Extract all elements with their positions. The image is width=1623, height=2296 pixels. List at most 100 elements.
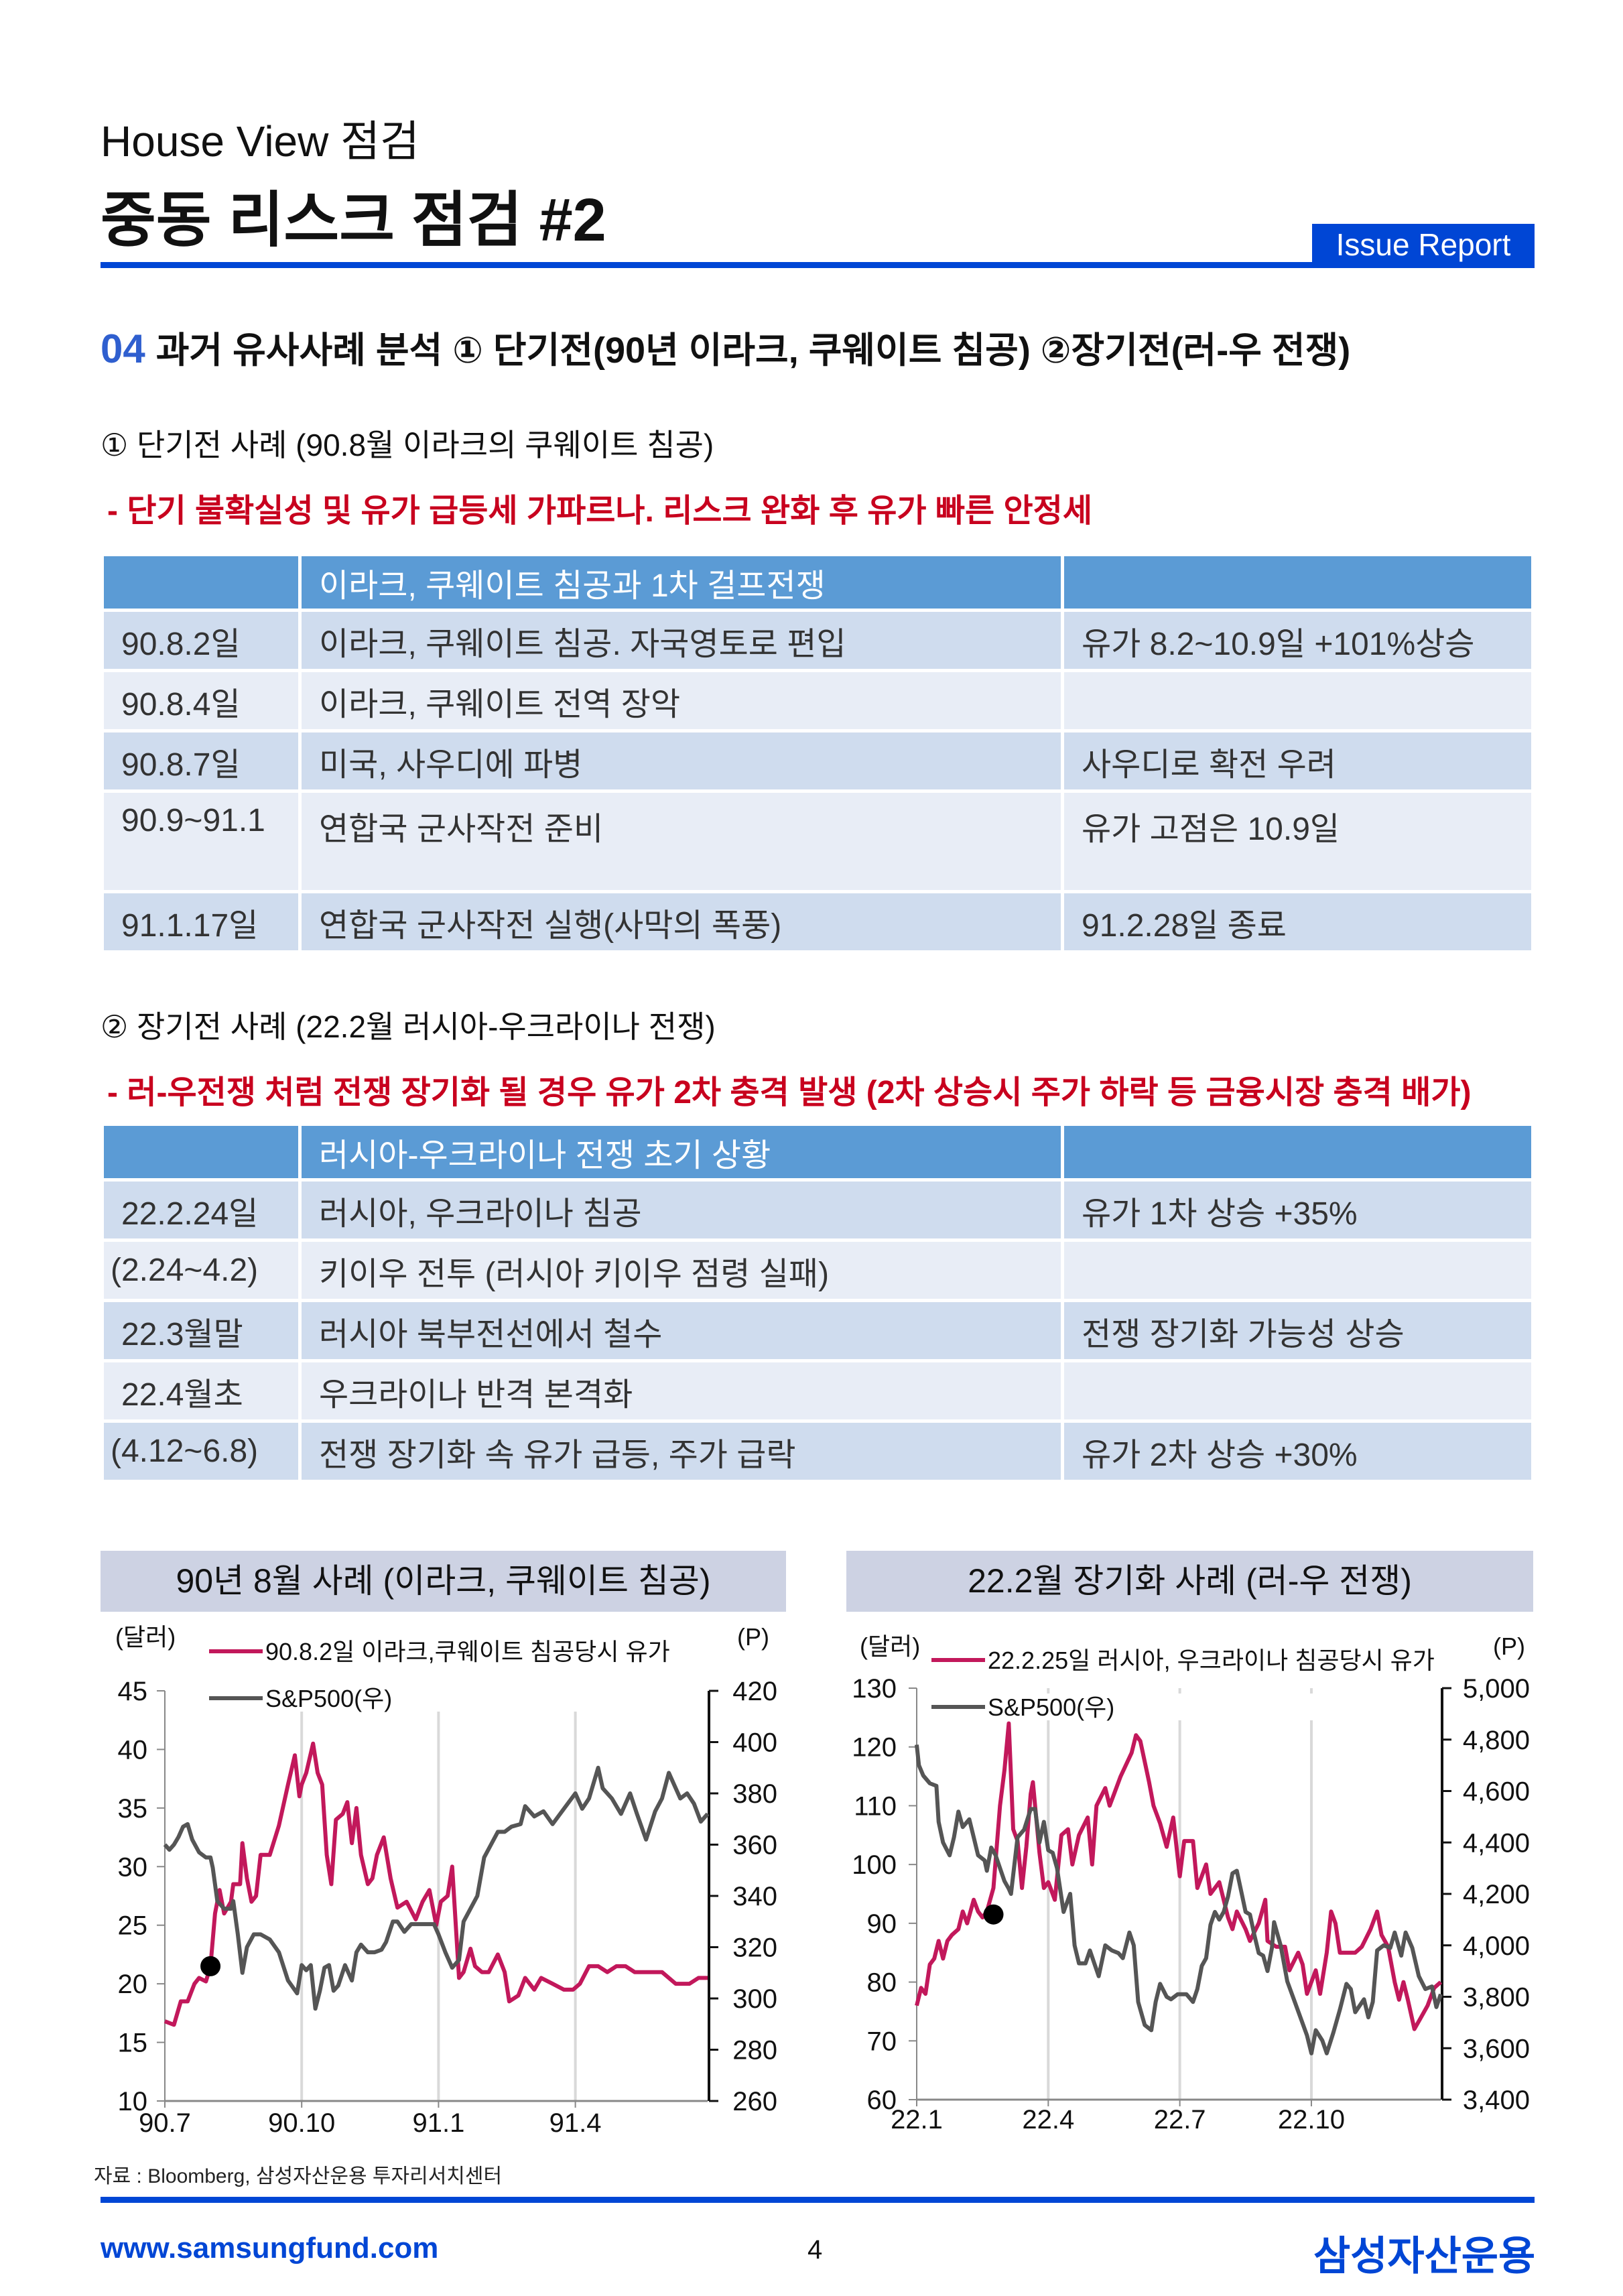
event-cell: 키이우 전투 (러시아 키이우 점령 실패) bbox=[298, 1238, 1064, 1302]
note-cell: 유가 8.2~10.9일 +101%상승 bbox=[1061, 609, 1535, 672]
table-header-row: 이라크, 쿠웨이트 침공과 1차 걸프전쟁 bbox=[101, 553, 1535, 612]
y-tick-label: 80 bbox=[867, 1968, 897, 1998]
chart-2022-russia-ukraine: 22.1 22.4 22.7 22.10 60 70 80 90 100 110 120 130 3,4… bbox=[852, 1633, 1530, 2134]
table-row: 22.3월말 러시아 북부전선에서 철수 전쟁 장기화 가능성 상승 bbox=[101, 1299, 1535, 1362]
table-row: 22.4월초 우크라이나 반격 본격화 bbox=[101, 1359, 1535, 1423]
footer-divider bbox=[101, 2197, 1535, 2203]
y-tick-label: 40 bbox=[118, 1735, 148, 1765]
event-cell: 우크라이나 반격 본격화 bbox=[298, 1359, 1064, 1423]
page-number: 4 bbox=[807, 2235, 823, 2265]
date-cell: 90.8.7일 bbox=[101, 729, 302, 793]
table-row: (2.24~4.2) 키이우 전투 (러시아 키이우 점령 실패) bbox=[101, 1238, 1535, 1302]
note-cell: 사우디로 확전 우려 bbox=[1061, 729, 1535, 793]
y-tick-label: 45 bbox=[118, 1677, 148, 1706]
header-cell bbox=[1061, 553, 1535, 612]
date-cell: 90.8.4일 bbox=[101, 669, 302, 732]
y-tick-label: 15 bbox=[118, 2029, 148, 2058]
y-tick-label: 20 bbox=[118, 1970, 148, 1999]
date-cell: 22.3월말 bbox=[101, 1299, 302, 1362]
y2-tick-label: 280 bbox=[732, 2036, 777, 2065]
x-tick-label: 22.4 bbox=[1022, 2105, 1074, 2134]
header-cell bbox=[1061, 1123, 1535, 1182]
y-tick-label: 30 bbox=[118, 1852, 148, 1882]
date-cell: 90.9~91.1 bbox=[101, 789, 302, 893]
x-tick-label: 22.7 bbox=[1154, 2105, 1206, 2134]
invasion-marker bbox=[200, 1956, 221, 1976]
source-note: 자료 : Bloomberg, 삼성자산운용 투자리서치센터 bbox=[94, 2165, 503, 2187]
pre-title: House View 점검 bbox=[101, 117, 419, 166]
oil-price-line bbox=[164, 1741, 708, 2027]
y-tick-label: 120 bbox=[852, 1733, 897, 1763]
date-cell: 22.4월초 bbox=[101, 1359, 302, 1423]
case2-subtitle: ② 장기전 사례 (22.2월 러시아-우크라이나 전쟁) bbox=[101, 1009, 716, 1044]
sp500-line bbox=[915, 1744, 1443, 2055]
section-title: 과거 유사사례 분석 ① 단기전(90년 이라크, 쿠웨이트 침공) ②장기전(… bbox=[155, 330, 1351, 371]
y2-tick-label: 3,800 bbox=[1463, 1983, 1530, 2013]
table-row: 90.8.7일 미국, 사우디에 파병 사우디로 확전 우려 bbox=[101, 729, 1535, 793]
legend-label: S&P500(우) bbox=[988, 1694, 1114, 1721]
y2-tick-label: 260 bbox=[732, 2087, 777, 2116]
note-cell bbox=[1061, 1359, 1535, 1423]
header-cell: 러시아-우크라이나 전쟁 초기 상황 bbox=[298, 1123, 1064, 1182]
event-cell: 러시아, 우크라이나 침공 bbox=[298, 1178, 1064, 1242]
chart1-title: 90년 8월 사례 (이라크, 쿠웨이트 침공) bbox=[101, 1551, 786, 1612]
chart2-title: 22.2월 장기화 사례 (러-우 전쟁) bbox=[846, 1551, 1533, 1612]
legend-label: S&P500(우) bbox=[265, 1685, 392, 1712]
note-cell: 91.2.28일 종료 bbox=[1061, 890, 1535, 954]
header-divider bbox=[101, 262, 1535, 268]
date-cell: 90.8.2일 bbox=[101, 609, 302, 672]
case1-table: 이라크, 쿠웨이트 침공과 1차 걸프전쟁 90.8.2일 이라크, 쿠웨이트 … bbox=[101, 553, 1535, 954]
note-cell: 유가 2차 상승 +30% bbox=[1061, 1419, 1535, 1483]
y2-axis-unit: (P) bbox=[737, 1623, 769, 1651]
y-tick-label: 60 bbox=[867, 2086, 897, 2115]
x-tick-label: 91.4 bbox=[549, 2108, 602, 2138]
y-tick-label: 25 bbox=[118, 1911, 148, 1941]
header-cell bbox=[101, 553, 302, 612]
chart-1990-gulf-war: 90.7 90.10 91.1 91.4 10 15 20 25 30 35 40 45 260 280 3… bbox=[115, 1623, 777, 2138]
event-cell: 미국, 사우디에 파병 bbox=[298, 729, 1064, 793]
y2-axis-unit: (P) bbox=[1493, 1633, 1525, 1660]
y2-tick-label: 4,800 bbox=[1463, 1726, 1530, 1755]
event-cell: 전쟁 장기화 속 유가 급등, 주가 급락 bbox=[298, 1419, 1064, 1483]
table-header-row: 러시아-우크라이나 전쟁 초기 상황 bbox=[101, 1123, 1535, 1182]
y2-tick-label: 300 bbox=[732, 1984, 777, 2014]
y2-tick-label: 380 bbox=[732, 1779, 777, 1809]
note-cell bbox=[1061, 1238, 1535, 1302]
event-cell: 이라크, 쿠웨이트 전역 장악 bbox=[298, 669, 1064, 732]
y2-tick-label: 320 bbox=[732, 1933, 777, 1963]
header-cell bbox=[101, 1123, 302, 1182]
table-row: 90.8.4일 이라크, 쿠웨이트 전역 장악 bbox=[101, 669, 1535, 732]
x-tick-label: 22.10 bbox=[1278, 2105, 1345, 2134]
event-cell: 이라크, 쿠웨이트 침공. 자국영토로 편입 bbox=[298, 609, 1064, 672]
y2-tick-label: 4,400 bbox=[1463, 1828, 1530, 1858]
legend-bg bbox=[929, 1647, 1425, 1673]
legend-bg bbox=[206, 1685, 702, 1712]
y-tick-label: 110 bbox=[854, 1791, 897, 1821]
legend-label: 22.2.25일 러시아, 우크라이나 침공당시 유가 bbox=[988, 1647, 1435, 1674]
case2-summary: - 러-우전쟁 처럼 전쟁 장기화 될 경우 유가 2차 충격 발생 (2차 상… bbox=[107, 1075, 1472, 1110]
y-tick-label: 10 bbox=[118, 2087, 148, 2116]
y2-tick-label: 5,000 bbox=[1463, 1674, 1530, 1704]
table-row: (4.12~6.8) 전쟁 장기화 속 유가 급등, 주가 급락 유가 2차 상… bbox=[101, 1419, 1535, 1483]
y2-tick-label: 3,600 bbox=[1463, 2034, 1530, 2063]
y2-tick-label: 4,600 bbox=[1463, 1777, 1530, 1807]
note-cell: 유가 고점은 10.9일 bbox=[1061, 789, 1535, 893]
date-cell: (2.24~4.2) bbox=[101, 1238, 302, 1302]
sp500-line bbox=[163, 1765, 710, 2011]
table-row: 91.1.17일 연합국 군사작전 실행(사막의 폭풍) 91.2.28일 종료 bbox=[101, 890, 1535, 954]
y-tick-label: 35 bbox=[118, 1794, 148, 1824]
header-cell: 이라크, 쿠웨이트 침공과 1차 걸프전쟁 bbox=[298, 553, 1064, 612]
note-cell bbox=[1061, 669, 1535, 732]
x-tick-label: 90.10 bbox=[268, 2108, 335, 2138]
y2-tick-label: 4,200 bbox=[1463, 1880, 1530, 1909]
case1-summary: - 단기 불확실성 및 유가 급등세 가파르나. 리스크 완화 후 유가 빠른 … bbox=[107, 493, 1092, 529]
legend-bg bbox=[929, 1694, 1425, 1720]
x-tick-label: 22.1 bbox=[891, 2105, 943, 2134]
event-cell: 연합국 군사작전 실행(사막의 폭풍) bbox=[298, 890, 1064, 954]
table-row: 22.2.24일 러시아, 우크라이나 침공 유가 1차 상승 +35% bbox=[101, 1178, 1535, 1242]
y-tick-label: 90 bbox=[867, 1909, 897, 1939]
y2-tick-label: 340 bbox=[732, 1882, 777, 1911]
legend-label: 90.8.2일 이라크,쿠웨이트 침공당시 유가 bbox=[265, 1638, 670, 1665]
issue-report-badge: Issue Report bbox=[1312, 224, 1535, 268]
website-link[interactable]: www.samsungfund.com bbox=[101, 2232, 439, 2265]
